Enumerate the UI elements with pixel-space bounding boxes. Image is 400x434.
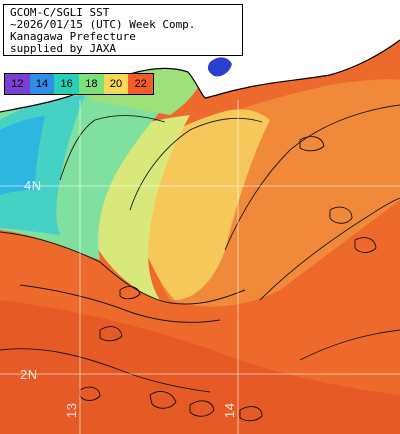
longitude-label-right: 14 bbox=[222, 402, 237, 418]
title-line-region: Kanagawa Prefecture bbox=[10, 30, 136, 43]
latitude-label-upper: 4N bbox=[24, 178, 42, 193]
legend-swatch-12: 12 bbox=[5, 74, 30, 94]
legend-swatch-18: 18 bbox=[79, 74, 104, 94]
title-line-satellite: GCOM-C/SGLI SST bbox=[10, 6, 110, 19]
latitude-label-lower: 2N bbox=[20, 367, 38, 382]
legend-swatch-22: 22 bbox=[128, 74, 153, 94]
temperature-legend: 12 14 16 18 20 22 bbox=[4, 73, 154, 95]
legend-swatch-14: 14 bbox=[29, 74, 55, 94]
longitude-label-left: 13 bbox=[64, 402, 79, 418]
legend-swatch-16: 16 bbox=[54, 74, 80, 94]
legend-swatch-20: 20 bbox=[103, 74, 129, 94]
title-line-period: ~2026/01/15 (UTC) Week Comp. bbox=[10, 18, 196, 31]
map-title-box: GCOM-C/SGLI SST ~2026/01/15 (UTC) Week C… bbox=[3, 4, 243, 56]
title-line-supplier: supplied by JAXA bbox=[10, 42, 116, 55]
